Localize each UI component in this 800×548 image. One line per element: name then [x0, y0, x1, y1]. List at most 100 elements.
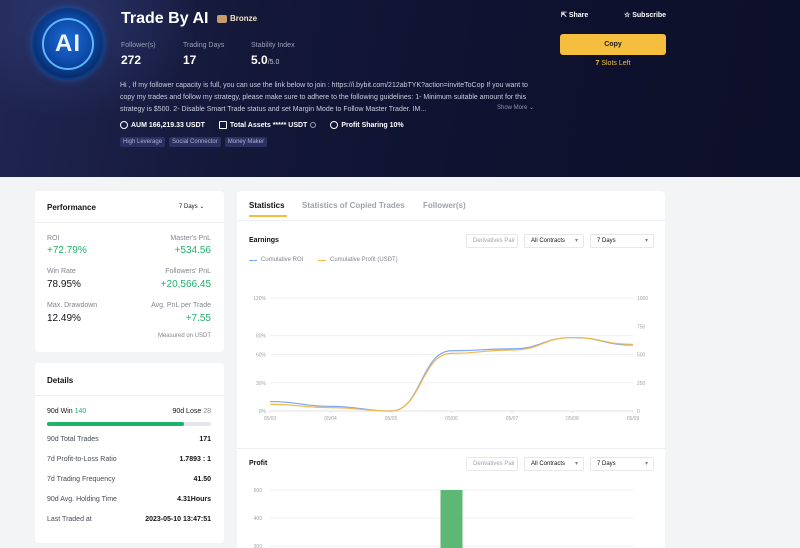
- stability-label: Stability Index: [251, 42, 295, 49]
- profit-contracts-select[interactable]: All Contracts ▾: [524, 457, 584, 471]
- copy-button[interactable]: Copy: [560, 34, 666, 55]
- win-bar-fill: [47, 422, 184, 426]
- earnings-pair-label: Derivatives Pair: [473, 238, 516, 244]
- lose-label: 90d Lose: [172, 408, 202, 415]
- earnings-pair-select[interactable]: Derivatives Pair: [466, 234, 518, 248]
- profit-contracts-value: All Contracts: [531, 461, 566, 467]
- share-label: Share: [568, 12, 589, 19]
- profit-pair-select[interactable]: Derivatives Pair: [466, 457, 518, 471]
- detail-label-frequency: 7d Trading Frequency: [47, 476, 116, 483]
- x-tick-label: 05/07: [506, 416, 519, 422]
- y-tick-label: 400: [254, 516, 263, 522]
- stability-max: /5.0: [267, 59, 280, 66]
- chevron-down-icon: ⌄: [529, 105, 535, 111]
- win-rate-label: Win Rate: [47, 268, 76, 275]
- aum-metric: AUM 166,219.33 USDT: [120, 121, 205, 129]
- trading-days-label: Trading Days: [183, 42, 225, 49]
- share-button[interactable]: ⇱ Share: [561, 11, 588, 19]
- win-count: 90d Win 140: [47, 408, 86, 415]
- details-title: Details: [47, 376, 74, 385]
- tier-badge: Bronze: [217, 14, 257, 23]
- tag-list: High Leverage Social Connector Money Mak…: [120, 137, 268, 147]
- win-rate-value: 78.95%: [47, 279, 81, 290]
- x-tick-label: 05/09: [627, 416, 640, 422]
- followers-pnl-label: Followers' PnL: [165, 268, 211, 275]
- series-line-roi: [269, 336, 634, 412]
- earnings-chart: 0% 30% 60% 80% 120% 0 250 500 750 1000 05/03 05/04 0…: [253, 296, 648, 422]
- aum-icon: [120, 121, 128, 129]
- win-label: 90d Win: [47, 408, 73, 415]
- earnings-period-value: 7 Days: [597, 238, 616, 244]
- lose-value: 28: [203, 408, 211, 415]
- profit-bar: [440, 490, 463, 548]
- x-tick-label: 05/08: [566, 416, 579, 422]
- detail-value-frequency: 41.50: [193, 476, 211, 483]
- tag-social-connector: Social Connector: [169, 137, 221, 147]
- y-right-tick-label: 500: [637, 353, 646, 359]
- y-left-tick-label: 30%: [256, 381, 267, 387]
- tag-high-leverage: High Leverage: [120, 137, 166, 147]
- series-line-profit: [269, 336, 634, 412]
- slots-text: Slots Left: [601, 60, 631, 67]
- pie-icon: [330, 121, 339, 129]
- followers-value: 272: [121, 53, 142, 67]
- profit-pair-label: Derivatives Pair: [473, 461, 516, 467]
- details-card: [35, 363, 224, 543]
- detail-label-holding-time: 90d Avg. Holding Time: [47, 496, 117, 503]
- chevron-down-icon: ▾: [574, 461, 578, 467]
- show-more-label: Show More: [497, 105, 528, 111]
- y-right-tick-label: 250: [637, 381, 646, 387]
- performance-period-select[interactable]: 7 Days ⌄: [179, 203, 204, 210]
- y-tick-label: 500: [254, 488, 263, 494]
- detail-label-last-traded: Last Traded at: [47, 516, 92, 523]
- y-left-tick-label: 0%: [259, 409, 267, 415]
- stability-value: 5.0/5.0: [251, 53, 279, 67]
- detail-value-last-traded: 2023-05-10 13:47:51: [145, 516, 211, 523]
- profit-period-select[interactable]: 7 Days ▾: [590, 457, 654, 471]
- stability-score: 5.0: [251, 53, 268, 67]
- tab-followers[interactable]: Follower(s): [423, 201, 466, 210]
- performance-card: [35, 191, 224, 352]
- aum-text: AUM 166,219.33 USDT: [131, 121, 205, 129]
- earnings-period-select[interactable]: 7 Days ▾: [590, 234, 654, 248]
- header-glow: [0, 0, 200, 120]
- avatar-text: AI: [55, 30, 81, 57]
- tab-statistics[interactable]: Statistics: [249, 201, 285, 210]
- drawdown-value: 12.49%: [47, 313, 81, 324]
- legend-roi-label: Cumulative ROI: [261, 257, 304, 263]
- chevron-down-icon: ▾: [644, 238, 648, 244]
- earnings-contracts-select[interactable]: All Contracts ▾: [524, 234, 584, 248]
- trader-header: [0, 0, 800, 177]
- info-icon[interactable]: [310, 122, 317, 128]
- trading-days-value: 17: [183, 53, 197, 67]
- avg-pnl-label: Avg. PnL per Trade: [151, 302, 211, 309]
- detail-value-pl-ratio: 1.7893 : 1: [179, 456, 211, 463]
- divider: [237, 448, 665, 449]
- avg-pnl-value: +7.55: [185, 313, 211, 324]
- legend-roi-swatch: [249, 259, 257, 261]
- measured-note: Measured on USDT: [157, 333, 211, 339]
- detail-value-holding-time: 4.31Hours: [177, 496, 211, 503]
- wallet-icon: [218, 121, 227, 129]
- chevron-down-icon: ⌄: [199, 204, 205, 210]
- legend-profit-label: Cumulative Profit (USDT): [330, 257, 398, 263]
- roi-value: +72.79%: [47, 245, 87, 256]
- performance-period-value: 7 Days: [179, 204, 198, 210]
- win-value: 140: [74, 408, 87, 415]
- profit-period-value: 7 Days: [597, 461, 616, 467]
- profit-chart: 300 400 500: [254, 488, 633, 548]
- legend-profit: Cumulative Profit (USDT): [318, 257, 398, 263]
- subscribe-label: Subscribe: [632, 12, 667, 19]
- profit-sharing-metric: Profit Sharing 10%: [330, 121, 404, 129]
- detail-value-total-trades: 171: [199, 436, 211, 443]
- y-left-tick-label: 120%: [253, 296, 266, 302]
- x-tick-label: 05/05: [385, 416, 398, 422]
- show-more-link[interactable]: Show More ⌄: [497, 104, 534, 111]
- avatar-ring: [42, 18, 94, 70]
- tab-copied-trades[interactable]: Statistics of Copied Trades: [302, 201, 405, 210]
- earnings-contracts-value: All Contracts: [531, 238, 566, 244]
- y-left-tick-label: 60%: [256, 353, 267, 359]
- drawdown-label: Max. Drawdown: [47, 302, 98, 309]
- subscribe-button[interactable]: ☆ Subscribe: [624, 11, 666, 19]
- divider: [237, 220, 665, 221]
